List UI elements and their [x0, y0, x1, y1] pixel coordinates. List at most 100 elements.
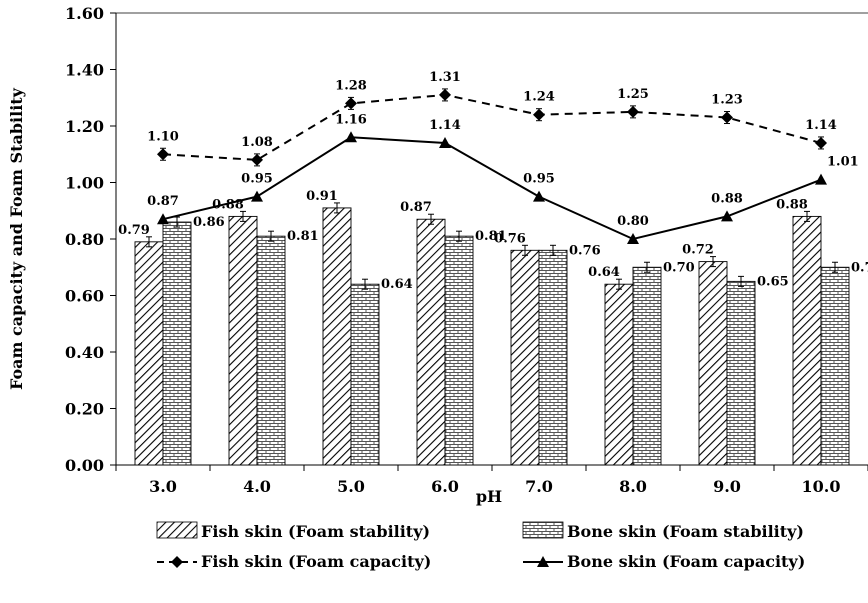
- bar-data-label: 0.70: [663, 260, 695, 275]
- y-tick-label: 0.40: [65, 343, 104, 362]
- bar-fish-stability: [604, 283, 634, 466]
- legend-label: Fish skin (Foam capacity): [201, 552, 431, 571]
- triangle-marker: [345, 131, 357, 143]
- x-ticks: 3.0 4.0 5.0 6.0 7.0 8.0 9.0 10.0: [115, 465, 868, 496]
- bar-bone-stability: [350, 283, 380, 466]
- line-data-label: 1.01: [827, 155, 859, 170]
- y-tick-label: 1.20: [65, 117, 104, 136]
- diamond-marker: [157, 148, 169, 161]
- line-data-label: 1.14: [805, 118, 837, 133]
- bar-bone-stability: [726, 280, 756, 466]
- y-tick-label: 1.00: [65, 174, 104, 193]
- bar-data-label: 0.76: [569, 243, 601, 258]
- bar-fish-stability: [698, 261, 728, 466]
- bar-data-label: 0.76: [494, 231, 526, 246]
- bar-data-label: 0.79: [118, 223, 150, 238]
- y-tick-label: 0.20: [65, 400, 104, 419]
- y-ticks: 0.00 0.20 0.40 0.60 0.80 1.00 1.20 1.40 1.60: [65, 4, 116, 475]
- bar-fish-stability: [228, 215, 258, 466]
- diamond-marker: [345, 97, 357, 110]
- triangle-marker: [251, 190, 263, 202]
- legend-swatch-brick: [522, 521, 564, 539]
- bar-data-label: 0.81: [475, 229, 507, 244]
- bars: [134, 202, 850, 466]
- y-tick-label: 0.60: [65, 287, 104, 306]
- bar-bone-stability: [538, 249, 568, 466]
- triangle-marker: [157, 213, 169, 225]
- line-data-label: 1.28: [335, 78, 367, 93]
- y-tick-label: 0.80: [65, 230, 104, 249]
- line-data-label: 1.25: [617, 87, 649, 102]
- data-labels: 0.79 0.88 0.91 0.87 0.76 0.64 0.72 0.88 0.86 0.81…: [118, 70, 868, 292]
- bar-data-label: 0.70: [851, 260, 868, 275]
- line-data-label: 0.95: [523, 172, 555, 187]
- legend-item-fish-stability: Fish skin (Foam stability): [156, 521, 430, 541]
- bar-data-label: 0.91: [306, 189, 338, 204]
- bar-bone-stability: [162, 221, 192, 466]
- y-tick-label: 0.00: [65, 456, 104, 475]
- legend-triangle-marker: [537, 556, 549, 567]
- line-data-label: 0.95: [241, 172, 273, 187]
- line-data-label: 1.16: [335, 112, 367, 127]
- triangle-marker: [721, 210, 733, 222]
- bar-data-label: 0.88: [212, 197, 244, 212]
- diamond-marker: [533, 108, 545, 121]
- legend-item-fish-capacity: Fish skin (Foam capacity): [157, 552, 431, 571]
- bar-data-label: 0.64: [381, 277, 413, 292]
- bar-fish-stability: [416, 218, 446, 466]
- line-data-label: 1.10: [147, 129, 179, 144]
- line-data-label: 1.14: [429, 118, 461, 133]
- bar-fish-stability: [792, 215, 822, 466]
- x-tick-label: 9.0: [713, 477, 741, 496]
- line-data-label: 0.80: [617, 214, 649, 229]
- x-tick-label: 10.0: [802, 477, 841, 496]
- legend-swatch-hatch: [156, 521, 198, 539]
- line-fish-capacity: [162, 93, 822, 161]
- line-bone-capacity: [162, 136, 822, 241]
- x-tick-label: 3.0: [149, 477, 177, 496]
- triangle-marker: [627, 233, 639, 244]
- diamond-marker: [815, 136, 827, 149]
- bar-fish-stability: [510, 249, 540, 466]
- bar-data-label: 0.87: [400, 200, 432, 215]
- diamond-marker: [721, 111, 733, 124]
- bar-data-label: 0.81: [287, 229, 319, 244]
- legend-item-bone-stability: Bone skin (Foam stability): [522, 521, 804, 541]
- bar-data-label: 0.64: [588, 265, 620, 280]
- triangle-marker: [439, 136, 451, 148]
- legend-label: Bone skin (Foam stability): [567, 522, 804, 541]
- x-tick-label: 5.0: [337, 477, 365, 496]
- triangle-marker: [815, 173, 827, 185]
- bar-bone-stability: [820, 266, 850, 466]
- line-data-label: 1.24: [523, 90, 555, 105]
- legend-diamond-marker: [171, 556, 183, 568]
- line-data-label: 0.87: [147, 194, 179, 209]
- x-tick-label: 8.0: [619, 477, 647, 496]
- diamond-marker: [439, 88, 451, 101]
- y-tick-label: 1.40: [65, 61, 104, 80]
- bar-data-label: 0.86: [193, 215, 225, 230]
- triangle-marker: [533, 190, 545, 202]
- diamond-marker: [251, 153, 263, 166]
- line-data-label: 1.08: [241, 135, 273, 150]
- x-tick-label: 6.0: [431, 477, 459, 496]
- bar-data-label: 0.72: [682, 243, 714, 258]
- bar-data-label: 0.65: [757, 274, 789, 289]
- line-data-label: 0.88: [711, 191, 743, 206]
- bar-fish-stability: [134, 241, 164, 466]
- x-axis-title: pH: [476, 487, 502, 506]
- y-axis-title: Foam capacity and Foam Stability: [7, 87, 26, 390]
- line-data-label: 1.31: [429, 70, 461, 85]
- bar-bone-stability: [444, 235, 474, 466]
- lines: [157, 88, 827, 244]
- y-tick-label: 1.60: [65, 4, 104, 23]
- legend-label: Fish skin (Foam stability): [201, 522, 430, 541]
- legend-item-bone-capacity: Bone skin (Foam capacity): [523, 552, 805, 571]
- x-tick-label: 4.0: [243, 477, 271, 496]
- bar-fish-stability: [322, 207, 352, 466]
- legend-label: Bone skin (Foam capacity): [567, 552, 805, 571]
- bar-bone-stability: [256, 235, 286, 466]
- x-tick-label: 7.0: [525, 477, 553, 496]
- bar-bone-stability: [632, 266, 662, 466]
